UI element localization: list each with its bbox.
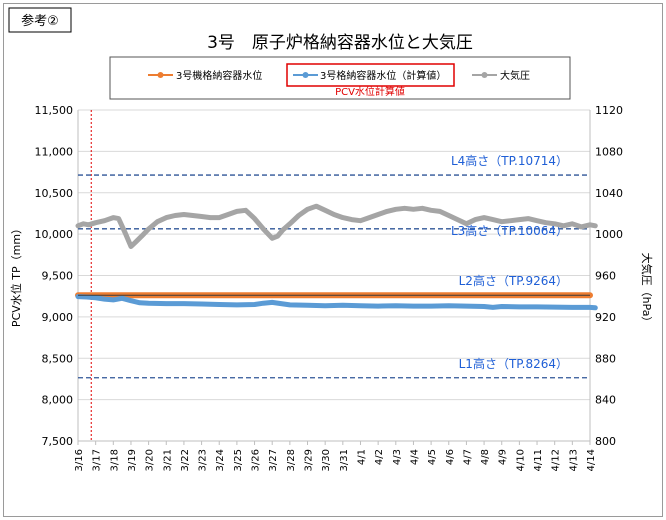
legend-item-2: 大気圧 [472, 69, 530, 82]
x-tick-label: 3/19 [127, 449, 138, 471]
y-tick-label: 8,000 [42, 394, 74, 407]
series-line-2 [75, 203, 598, 249]
y-tick-label: 9,000 [42, 311, 74, 324]
y2-axis-title: 大気圧（hPa） [640, 253, 654, 328]
x-tick-label: 3/17 [92, 449, 103, 471]
y-tick-label: 10,500 [35, 187, 74, 200]
y2-tick-label: 1080 [595, 145, 623, 158]
y2-tick-label: 920 [595, 311, 616, 324]
x-tick-label: 4/7 [462, 449, 473, 465]
x-tick-label: 4/9 [498, 449, 509, 465]
x-tick-label: 4/2 [374, 449, 385, 465]
x-tick-label: 4/13 [568, 449, 579, 471]
y2-tick-label: 800 [595, 435, 616, 448]
x-tick-label: 3/24 [215, 449, 226, 471]
x-tick-label: 3/21 [162, 449, 173, 471]
y2-tick-label: 880 [595, 352, 616, 365]
x-tick-label: 4/8 [480, 449, 491, 465]
x-tick-label: 4/14 [586, 449, 597, 471]
chart-title: 3号 原子炉格納容器水位と大気圧 [207, 33, 473, 53]
legend-item-0: 3号機格納容器水位 [148, 69, 262, 82]
x-tick-label: 3/25 [233, 449, 244, 471]
x-tick-label: 4/12 [551, 449, 562, 471]
y-tick-label: 7,500 [42, 435, 74, 448]
x-tick-label: 4/4 [409, 449, 420, 465]
x-tick-label: 4/3 [392, 449, 403, 465]
x-tick-label: 3/28 [286, 449, 297, 471]
x-tick-label: 3/23 [198, 449, 209, 471]
series-line-1 [75, 294, 598, 311]
y2-tick-label: 1000 [595, 228, 623, 241]
reference-badge-box [8, 7, 72, 33]
x-tick-label: 4/6 [445, 449, 456, 465]
reference-badge: 参考② [21, 13, 59, 29]
y2-tick-label: 960 [595, 270, 616, 283]
legend-label-2: 大気圧 [500, 69, 530, 82]
gridlines [78, 109, 590, 442]
y-tick-label: 8,500 [42, 352, 74, 365]
x-tick-label: 3/22 [180, 449, 191, 471]
x-tick-label: 3/31 [339, 449, 350, 471]
reference-line-label: L3高さ（TP.10064） [451, 223, 568, 238]
reference-line-label: L1高さ（TP.8264） [459, 356, 568, 371]
reference-line-label: L4高さ（TP.10714） [451, 153, 568, 168]
x-tick-label: 4/10 [515, 449, 526, 471]
axes [77, 110, 591, 445]
y-axis-title: PCV水位 TP（mm） [9, 223, 23, 327]
x-tick-label: 3/29 [304, 449, 315, 471]
series-group [75, 203, 598, 311]
tick-labels: 7,500 8,000 8,500 9,000 9,500 10,000 10,500 11,… [35, 104, 624, 471]
x-tick-label: 4/1 [356, 449, 367, 465]
y-tick-label: 11,500 [35, 104, 74, 117]
legend-highlight-box [286, 63, 455, 87]
reference-line-label: L2高さ（TP.9264） [459, 273, 568, 288]
x-tick-label: 3/18 [109, 449, 120, 471]
x-tick-label: 3/27 [268, 449, 279, 471]
y-tick-label: 10,000 [35, 228, 74, 241]
legend-item-1: 3号格納容器水位（計算値） [293, 69, 446, 82]
x-tick-label: 4/5 [427, 449, 438, 465]
legend-label-1: 3号格納容器水位（計算値） [320, 69, 446, 82]
y-tick-label: 9,500 [42, 270, 74, 283]
y2-tick-label: 840 [595, 394, 616, 407]
legend-label-0: 3号機格納容器水位 [176, 69, 262, 82]
x-tick-label: 3/20 [145, 449, 156, 471]
x-tick-label: 3/30 [321, 449, 332, 471]
x-tick-label: 4/11 [533, 449, 544, 471]
y-tick-label: 11,000 [35, 145, 74, 158]
x-tick-label: 3/16 [74, 449, 85, 471]
x-tick-label: 3/26 [251, 449, 262, 471]
y2-tick-label: 1120 [595, 104, 623, 117]
y2-tick-label: 1040 [595, 187, 623, 200]
legend-note: PCV水位計算値 [335, 85, 405, 98]
